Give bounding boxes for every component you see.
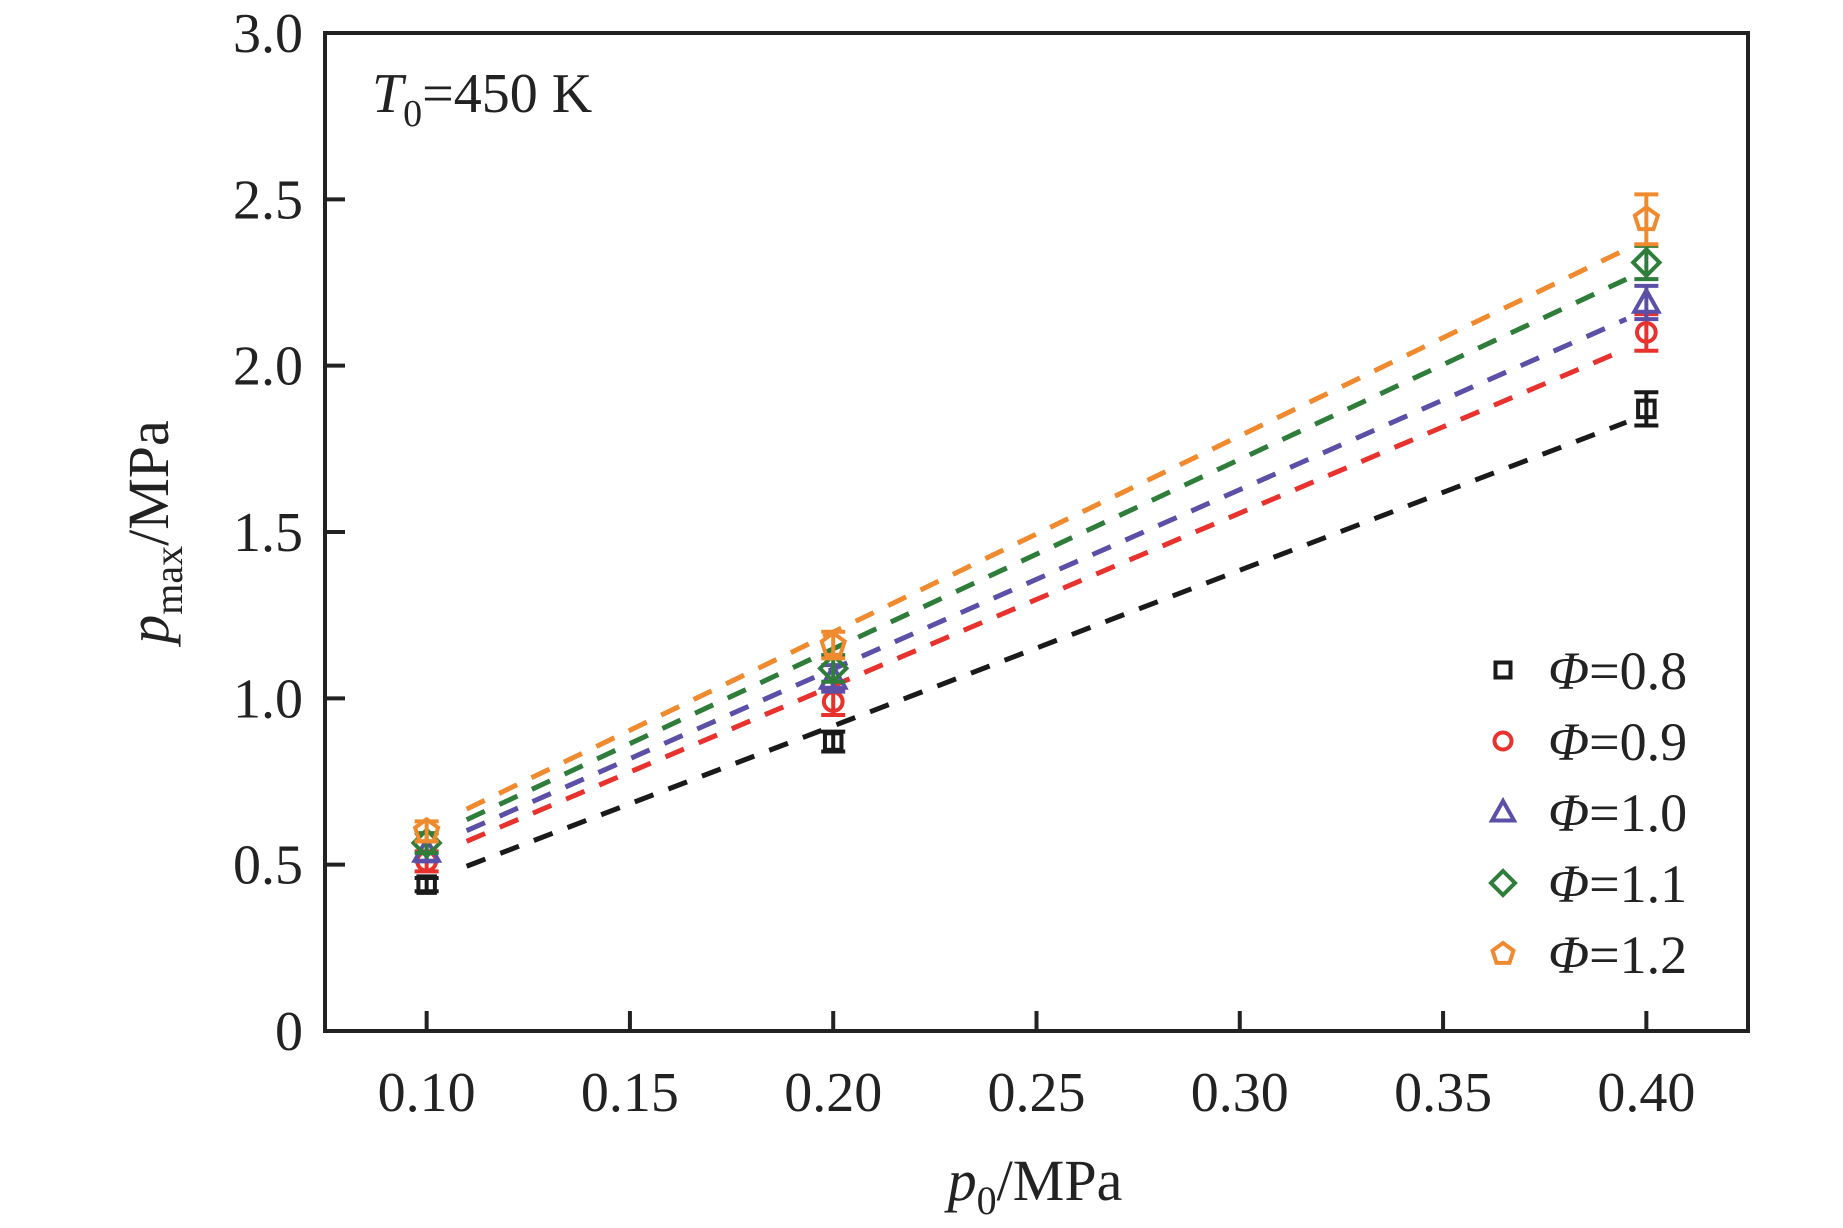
data-point: [819, 630, 848, 657]
legend-item: Φ=1.1: [1488, 854, 1687, 914]
y-tick-label: 0.5: [233, 835, 303, 897]
legend-item: Φ=1.0: [1488, 783, 1687, 843]
plot-frame: [323, 31, 1750, 1033]
x-tick-label: 0.35: [1394, 1062, 1492, 1124]
legend-label: Φ=0.9: [1548, 712, 1687, 772]
data-point: [1630, 246, 1663, 279]
pentagon-icon: [1490, 940, 1516, 965]
series-triangle: [411, 283, 1662, 864]
series-circle: [414, 312, 1659, 874]
legend-item: Φ=0.8: [1493, 641, 1687, 701]
x-tick-label: 0.10: [378, 1062, 476, 1124]
series-diamond: [410, 243, 1663, 860]
fit-line: [465, 246, 1628, 812]
data-point: [817, 652, 850, 685]
x-tick-label: 0.30: [1191, 1062, 1289, 1124]
data-point: [1630, 286, 1662, 314]
y-tick-label: 2.0: [233, 336, 303, 398]
triangle-icon: [1488, 796, 1518, 823]
legend-label: Φ=0.8: [1548, 641, 1687, 701]
annotation-t0: T0=450 K: [372, 63, 592, 135]
circle-icon: [1492, 730, 1514, 752]
fit-line: [465, 316, 1628, 833]
x-axis: 0.10 0.15 0.20 0.25 0.30 0.35 0.40: [378, 1011, 1695, 1124]
data-point: [1632, 204, 1661, 232]
x-tick-label: 0.40: [1597, 1062, 1695, 1124]
fit-line: [465, 419, 1628, 869]
series-square: [414, 390, 1659, 895]
y-axis-label: pmax/MPa: [116, 420, 191, 648]
square-icon: [1493, 660, 1513, 680]
legend-label: Φ=1.1: [1548, 854, 1687, 914]
data-point: [412, 816, 441, 844]
y-tick-label: 3.0: [233, 3, 303, 65]
data-point: [1636, 398, 1657, 420]
y-tick-label: 2.5: [233, 169, 303, 231]
legend-item: Φ=1.2: [1490, 925, 1687, 985]
fit-line: [465, 276, 1628, 822]
legend-item: Φ=0.9: [1492, 712, 1687, 772]
diamond-icon: [1488, 868, 1518, 898]
x-tick-label: 0.25: [988, 1062, 1086, 1124]
fit-line: [465, 346, 1628, 844]
x-axis-label: p0/MPa: [944, 1148, 1123, 1223]
legend-label: Φ=1.0: [1548, 783, 1687, 843]
data-point: [1635, 321, 1658, 344]
y-axis: 0 0.5 1.0 1.5 2.0 2.5 3.0: [233, 3, 345, 1063]
x-tick-label: 0.15: [581, 1062, 679, 1124]
data-point: [416, 874, 437, 895]
legend-label: Φ=1.2: [1548, 925, 1687, 985]
y-tick-label: 0: [275, 1001, 303, 1063]
y-tick-label: 1.5: [233, 502, 303, 564]
series-pentagon: [412, 192, 1661, 844]
data-point: [822, 731, 844, 752]
x-tick-label: 0.20: [784, 1062, 882, 1124]
plot-marks: [410, 192, 1663, 895]
y-tick-label: 1.0: [233, 668, 303, 730]
legend: Φ=0.8 Φ=0.9 Φ=1.0 Φ=1.1 Φ=1.2: [1488, 641, 1687, 985]
